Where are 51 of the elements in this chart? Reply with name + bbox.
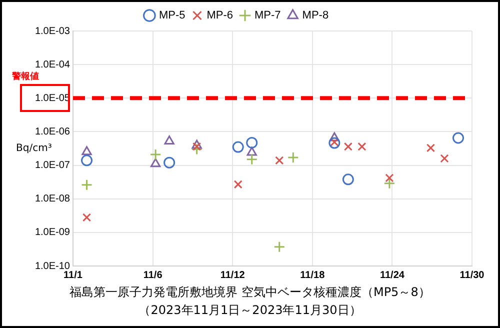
text: 福島第一原子力発電所敷地境界 空気中ベータ核種濃度（MP5～8） xyxy=(68,284,432,301)
point xyxy=(275,156,284,165)
legend-label: MP-8 xyxy=(302,10,329,22)
ref-line-label: 警報値 xyxy=(11,70,39,82)
point xyxy=(246,146,257,156)
x-tick-label: 11/6 xyxy=(143,270,163,281)
point xyxy=(81,154,93,166)
x-tick-label: 11/18 xyxy=(300,270,326,281)
y-tick-label: 1.0E-06 xyxy=(34,126,70,138)
point xyxy=(274,241,286,253)
point xyxy=(82,213,92,222)
point xyxy=(150,158,161,168)
point xyxy=(385,174,394,182)
point xyxy=(150,148,162,160)
point xyxy=(358,142,366,151)
x-tick-label: 11/30 xyxy=(460,270,485,281)
point xyxy=(246,154,258,166)
y-tick-label: 1.0E-08 xyxy=(34,194,70,205)
point xyxy=(440,154,449,163)
point xyxy=(164,136,174,144)
point xyxy=(328,137,340,149)
legend-label: MP-5 xyxy=(158,10,186,22)
point xyxy=(246,136,258,148)
y-tick-label: 1.0E-07 xyxy=(34,160,70,172)
point xyxy=(82,146,92,156)
point xyxy=(452,132,464,144)
point xyxy=(384,178,396,190)
y-tick-label: 1.0E-10 xyxy=(34,260,70,272)
point xyxy=(192,140,202,149)
point xyxy=(329,132,340,142)
legend-label: MP-6 xyxy=(206,10,233,22)
legend-label: MP-7 xyxy=(254,10,281,22)
x-tick-label: 11/12 xyxy=(220,270,246,281)
point xyxy=(234,180,242,189)
point xyxy=(330,138,339,146)
text: （2023年11月1日～2023年11月30日） xyxy=(138,302,362,319)
point xyxy=(192,142,202,151)
point xyxy=(191,144,203,156)
y-tick-label: 1.0E-09 xyxy=(34,227,70,238)
point xyxy=(287,152,299,164)
y-tick-label: 1.0E-04 xyxy=(34,59,70,70)
point xyxy=(342,174,354,186)
point xyxy=(344,142,352,151)
x-tick-label: 11/1 xyxy=(64,270,83,281)
point xyxy=(164,156,176,168)
y-tick-label: 1.0E-03 xyxy=(34,26,70,37)
y-axis-title: Bq/cm³ xyxy=(16,143,52,154)
point xyxy=(81,179,93,191)
point xyxy=(426,144,436,152)
point xyxy=(232,141,244,153)
x-tick-label: 11/24 xyxy=(380,270,405,281)
